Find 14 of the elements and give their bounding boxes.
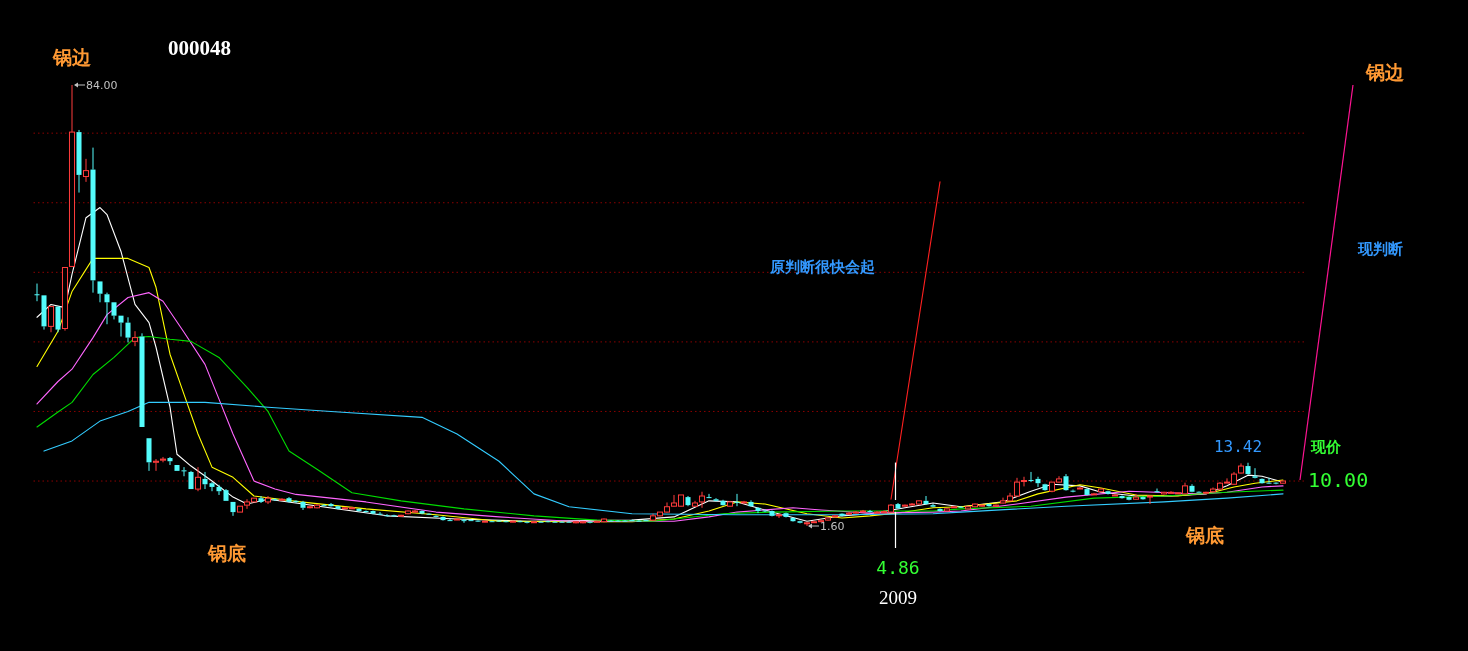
text: 锅边 (1365, 61, 1405, 83)
text: 现价 (1310, 438, 1342, 456)
annotation: 原判断很快会起 (768, 258, 875, 276)
text: 锅边 (52, 46, 92, 68)
text: 2009 (879, 586, 917, 608)
text: 10.00 (1308, 468, 1369, 492)
annotation: 4.86 (876, 556, 920, 578)
annotation: 13.42 (1213, 436, 1263, 456)
text: 现判断 (1356, 240, 1403, 258)
text: 锅底 (207, 542, 246, 564)
chart-title: 000048 (168, 36, 231, 60)
annotation: 1.60 (820, 519, 845, 533)
annotation: 84.00 (86, 78, 118, 92)
annotation: 锅底 (1185, 524, 1224, 546)
